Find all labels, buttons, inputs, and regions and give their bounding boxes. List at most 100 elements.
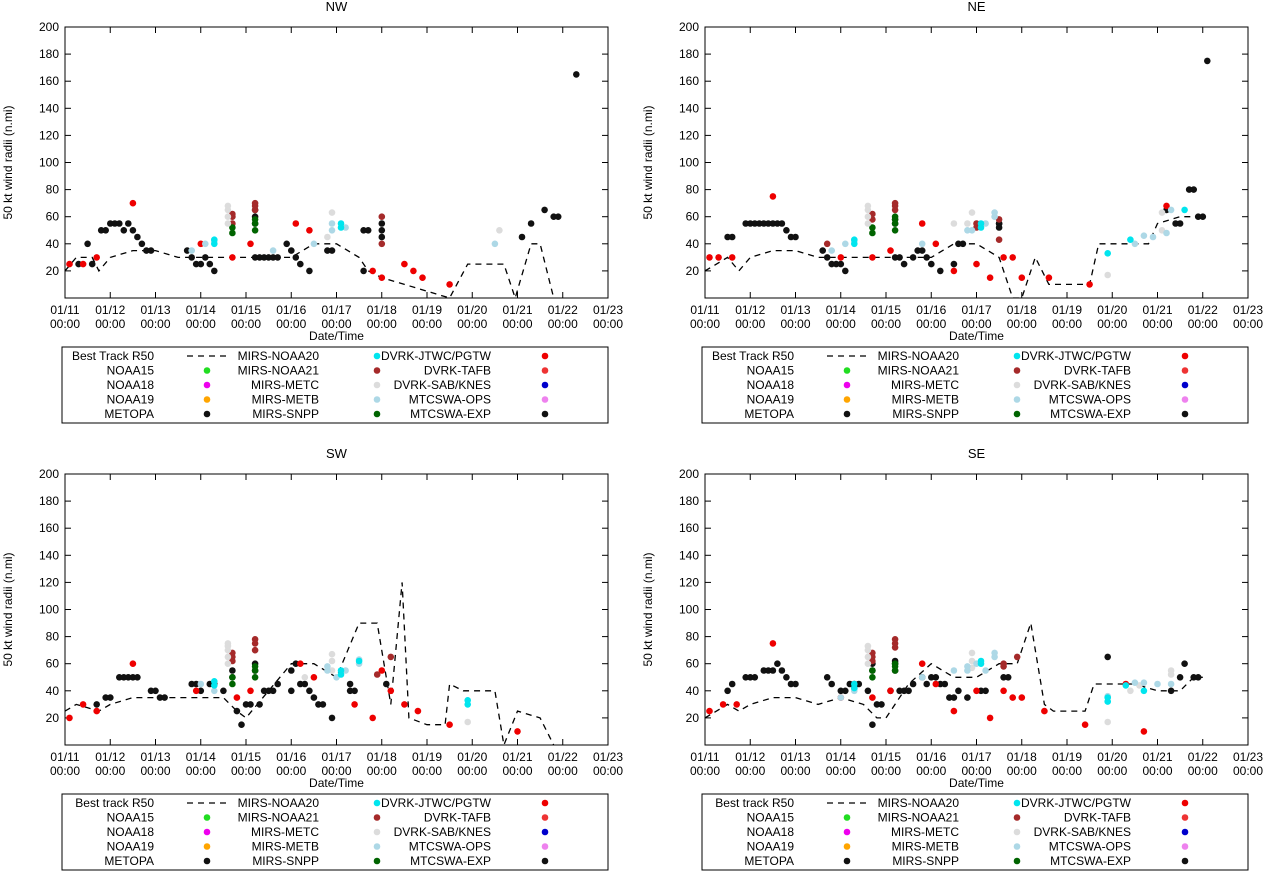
legend-label: Best track R50 xyxy=(715,796,794,810)
x-tick-label-time: 00:00 xyxy=(457,317,487,331)
data-point xyxy=(864,653,872,661)
data-point xyxy=(950,694,958,701)
data-point xyxy=(328,667,336,674)
x-tick-label-date: 01/11 xyxy=(50,750,79,764)
data-point xyxy=(959,240,967,248)
x-tick-label-date: 01/19 xyxy=(412,303,442,317)
x-tick-label-date: 01/21 xyxy=(502,750,532,764)
data-point xyxy=(1158,209,1166,216)
data-point xyxy=(324,247,331,254)
data-point xyxy=(342,667,349,674)
legend-label: MIRS-NOAA21 xyxy=(238,811,320,825)
data-point xyxy=(79,260,87,268)
plot-frame xyxy=(64,26,609,299)
data-point xyxy=(823,674,831,681)
x-tick-label-time: 00:00 xyxy=(780,317,810,331)
data-point xyxy=(1000,660,1007,667)
data-point xyxy=(306,267,313,275)
data-point xyxy=(328,657,336,665)
x-tick-label-date: 01/22 xyxy=(1188,750,1218,764)
data-point xyxy=(964,220,971,227)
legend-label: NOAA19 xyxy=(107,840,155,854)
data-point xyxy=(251,646,259,654)
data-point xyxy=(93,707,100,715)
data-point xyxy=(719,701,727,708)
data-point xyxy=(837,260,845,268)
data-point xyxy=(878,701,885,708)
data-point xyxy=(891,660,899,667)
legend-box xyxy=(701,346,1249,424)
data-point xyxy=(306,687,313,695)
legend-marker xyxy=(541,352,549,360)
legend-marker xyxy=(1013,396,1021,403)
data-point xyxy=(125,220,132,227)
x-tick-label-date: 01/22 xyxy=(1188,303,1218,317)
series-dvrk-jtwc-pgtw xyxy=(706,193,1170,288)
data-point xyxy=(968,227,976,234)
data-point xyxy=(1167,206,1175,214)
legend-marker xyxy=(541,814,549,821)
data-point xyxy=(1140,679,1148,686)
legend-marker xyxy=(843,857,851,865)
y-tick-label: 180 xyxy=(39,494,59,508)
data-point xyxy=(373,671,381,678)
legend-marker xyxy=(1013,857,1021,865)
data-point xyxy=(950,267,958,275)
y-tick-label: 60 xyxy=(46,210,60,224)
data-point xyxy=(837,694,845,701)
y-tick-label: 180 xyxy=(39,47,59,61)
legend-marker xyxy=(1013,410,1021,418)
data-point xyxy=(197,687,205,695)
y-tick-label: 60 xyxy=(686,210,700,224)
data-point xyxy=(211,267,218,275)
x-tick-label-date: 01/14 xyxy=(186,303,216,317)
data-point xyxy=(401,701,408,708)
legend-marker xyxy=(373,828,381,836)
data-point xyxy=(310,240,318,248)
legend-label: MTCSWA-OPS xyxy=(1049,840,1131,854)
legend-label: DVRK-JTWC/PGTW xyxy=(381,349,492,363)
data-point xyxy=(869,224,876,231)
legend-label: MIRS-NOAA21 xyxy=(878,811,960,825)
legend-marker xyxy=(541,396,549,403)
plot-area xyxy=(65,582,555,745)
data-point xyxy=(715,254,722,261)
x-tick-label-time: 00:00 xyxy=(690,764,720,778)
x-tick-label-time: 00:00 xyxy=(321,317,351,331)
x-tick-label-date: 01/19 xyxy=(412,750,442,764)
data-point xyxy=(950,707,958,715)
data-point xyxy=(1018,274,1026,282)
legend-marker xyxy=(843,410,851,418)
legend-label: DVRK-JTWC/PGTW xyxy=(1021,796,1132,810)
data-point xyxy=(233,707,241,715)
data-point xyxy=(950,260,958,268)
legend-marker xyxy=(203,828,211,836)
series-mirs-metc xyxy=(864,202,1166,279)
data-point xyxy=(147,247,155,254)
data-point xyxy=(792,233,799,241)
data-point xyxy=(1181,660,1188,667)
data-point xyxy=(84,240,91,248)
data-point xyxy=(297,260,304,268)
y-tick-label: 100 xyxy=(39,156,59,170)
data-point xyxy=(1004,674,1012,681)
x-tick-label-date: 01/12 xyxy=(735,750,765,764)
x-tick-label-date: 01/11 xyxy=(690,750,719,764)
legend-label: NOAA18 xyxy=(107,825,155,839)
data-point xyxy=(378,220,386,227)
data-point xyxy=(328,650,336,658)
x-tick-label-date: 01/21 xyxy=(502,303,532,317)
data-point xyxy=(905,687,912,695)
data-point xyxy=(383,680,390,688)
legend-label: DVRK-JTWC/PGTW xyxy=(381,796,492,810)
data-point xyxy=(869,694,876,701)
data-point xyxy=(310,694,318,701)
chart-title: NE xyxy=(967,0,985,14)
x-tick-label-date: 01/15 xyxy=(871,750,901,764)
data-point xyxy=(869,254,876,261)
data-point xyxy=(724,233,731,241)
data-point xyxy=(964,227,971,234)
chart-title: SW xyxy=(326,446,348,461)
x-tick-label-date: 01/14 xyxy=(186,750,216,764)
